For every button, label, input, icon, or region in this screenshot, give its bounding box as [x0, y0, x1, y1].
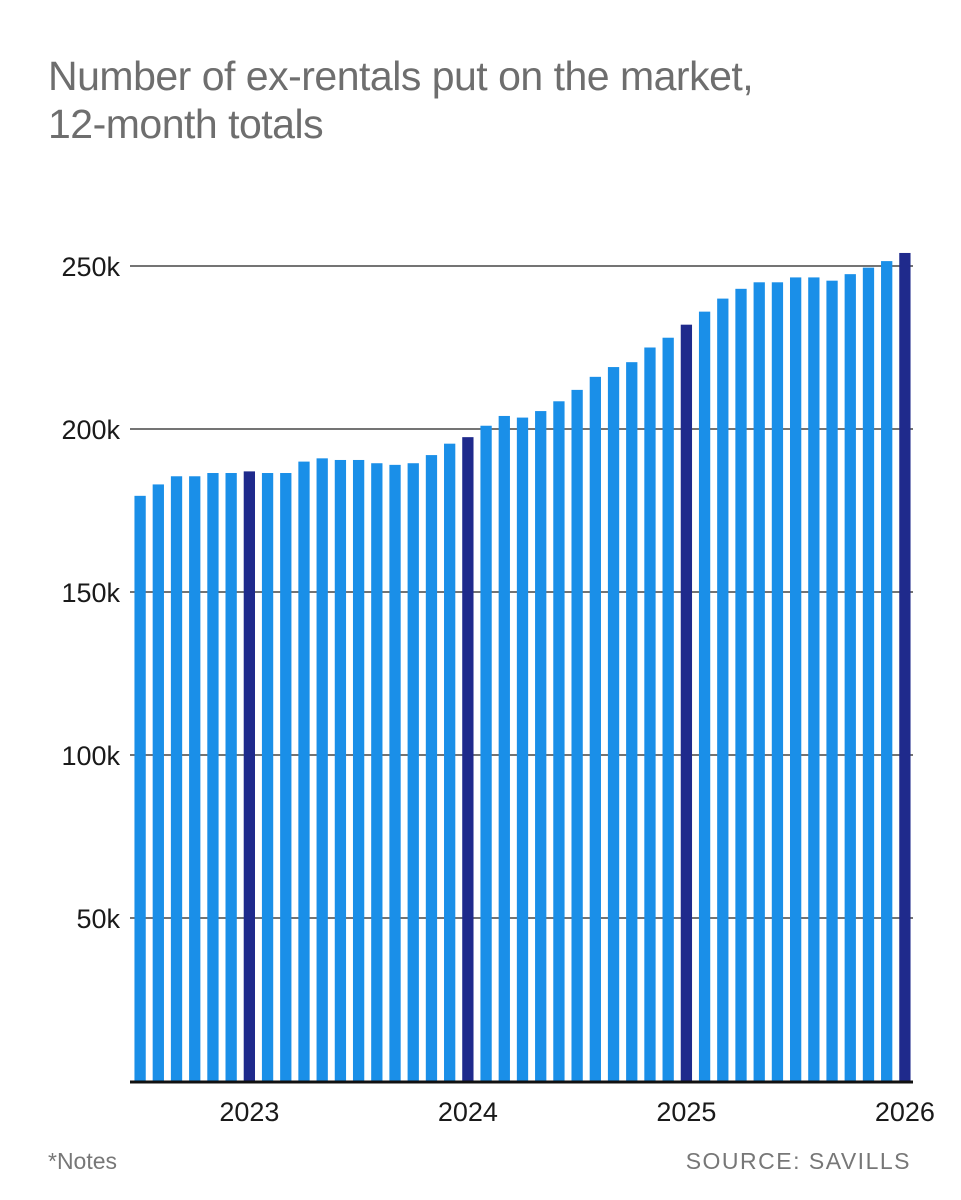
notes-label: *Notes [48, 1148, 118, 1174]
y-tick-label-100k: 100k [61, 741, 120, 771]
bar [644, 347, 656, 1081]
bar [389, 464, 401, 1081]
bar [480, 425, 492, 1081]
bar [498, 415, 510, 1082]
bar [808, 277, 820, 1081]
bar [607, 367, 620, 1081]
bar [698, 311, 711, 1081]
bar [899, 252, 911, 1081]
bar [826, 280, 838, 1081]
bar [516, 417, 529, 1082]
bar [535, 411, 547, 1081]
bar [170, 476, 183, 1081]
bar [444, 443, 456, 1081]
chart-title-line-1: Number of ex-rentals put on the market, [48, 53, 754, 99]
bar [261, 473, 274, 1081]
bars [134, 252, 911, 1082]
bar [753, 282, 765, 1081]
bar [881, 261, 893, 1081]
bar [680, 324, 693, 1081]
y-axis-labels: 50k 100k 150k 200k 250k [61, 252, 120, 934]
x-tick-label-2026: 2026 [875, 1097, 935, 1127]
bar [407, 463, 419, 1082]
bar [553, 401, 565, 1081]
bar [316, 458, 328, 1082]
bar [243, 471, 256, 1081]
bar [789, 277, 802, 1081]
bar [589, 376, 601, 1082]
bar [334, 459, 347, 1082]
x-tick-label-2025: 2025 [656, 1097, 716, 1127]
bar [189, 476, 201, 1081]
bar [207, 473, 219, 1081]
bar [280, 473, 292, 1081]
bar [626, 362, 638, 1081]
bar [662, 337, 674, 1082]
bar [225, 473, 237, 1081]
x-axis-labels: 2023 2024 2025 2026 [219, 1097, 935, 1127]
y-tick-label-200k: 200k [61, 415, 120, 445]
y-tick-label-50k: 50k [76, 904, 120, 934]
bar [862, 267, 875, 1081]
bar [152, 484, 164, 1081]
bar [571, 389, 583, 1081]
chart-title-line-2: 12-month totals [48, 101, 324, 147]
bar [134, 495, 146, 1082]
bar [717, 298, 729, 1082]
source-label: SOURCE: SAVILLS [685, 1148, 911, 1174]
bar [462, 437, 474, 1081]
bar [735, 288, 747, 1081]
chart-title: Number of ex-rentals put on the market, … [48, 52, 928, 148]
bar [298, 461, 310, 1082]
bar [371, 463, 383, 1082]
y-tick-label-150k: 150k [61, 578, 120, 608]
bar [352, 459, 365, 1082]
bar [844, 274, 856, 1081]
bar [425, 455, 438, 1082]
bar [771, 282, 784, 1081]
y-tick-label-250k: 250k [61, 252, 120, 282]
x-tick-label-2023: 2023 [219, 1097, 279, 1127]
x-tick-label-2024: 2024 [438, 1097, 498, 1127]
